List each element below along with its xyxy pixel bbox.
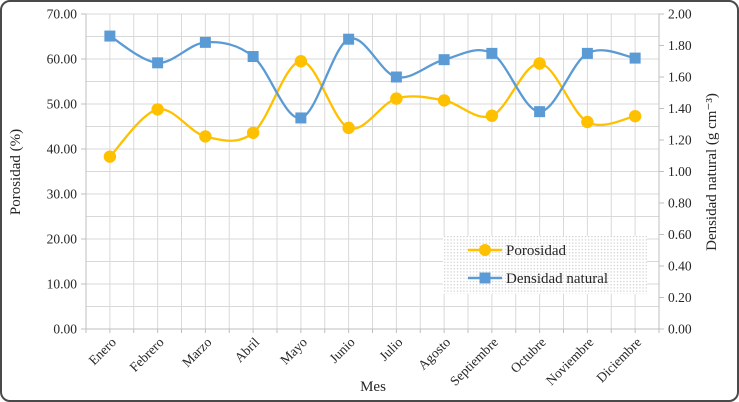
left-axis-title: Porosidad (%) xyxy=(8,129,24,215)
x-axis-category-label: Abril xyxy=(231,334,262,365)
data-point-circle xyxy=(246,126,260,139)
data-point-square xyxy=(390,71,402,83)
left-axis-tick-label: 20.00 xyxy=(47,232,78,247)
x-axis-title: Mes xyxy=(360,379,386,395)
left-axis-tick-label: 50.00 xyxy=(47,97,78,112)
data-point-square xyxy=(581,47,593,59)
data-point-square xyxy=(104,30,116,42)
x-axis-category-label: Enero xyxy=(86,334,120,368)
right-axis-tick-label: 1.00 xyxy=(668,164,692,179)
left-axis-tick-label: 60.00 xyxy=(47,52,78,67)
x-axis-category-label: Octubre xyxy=(507,335,548,376)
data-point-circle xyxy=(342,121,355,135)
series-layer xyxy=(103,30,642,163)
right-axis-tick-label: 0.40 xyxy=(668,259,692,274)
x-axis-category-label: Junio xyxy=(326,334,357,365)
data-point-circle xyxy=(390,92,403,105)
left-axis-tick-label: 70.00 xyxy=(47,7,78,22)
legend-marker-circle-icon xyxy=(479,244,491,256)
data-point-circle xyxy=(103,150,117,163)
data-point-circle xyxy=(581,115,594,129)
x-axis-category-label: Mayo xyxy=(277,334,310,367)
x-axis-category-label: Julio xyxy=(376,334,405,363)
data-point-square xyxy=(199,36,211,48)
x-axis-category-label: Diciembre xyxy=(593,335,644,386)
right-axis-tick-label: 0.20 xyxy=(668,290,692,305)
data-point-circle xyxy=(485,109,499,122)
axes xyxy=(81,13,664,333)
data-point-circle xyxy=(533,57,546,70)
right-axis-tick-label: 1.20 xyxy=(668,133,692,148)
x-axis-category-label: Septiembre xyxy=(447,335,501,389)
right-axis-tick-label: 1.80 xyxy=(668,38,692,53)
data-point-circle xyxy=(294,55,308,68)
x-axis-category-label: Febrero xyxy=(126,334,166,374)
right-axis-tick-label: 1.60 xyxy=(668,70,692,85)
data-point-square xyxy=(247,51,259,63)
right-axis-tick-label: 2.00 xyxy=(668,7,692,22)
data-point-circle xyxy=(199,130,212,143)
right-axis-tick-label: 0.60 xyxy=(668,227,692,242)
tick-labels: 0.00 10.00 20.00 30.00 40.00 50.00 60.00 70.00 0… xyxy=(47,7,692,389)
data-point-square xyxy=(343,33,355,45)
legend-background xyxy=(443,236,647,294)
legend-label-densidad: Densidad natural xyxy=(506,271,608,287)
data-point-circle xyxy=(437,94,451,107)
right-axis-tick-label: 1.40 xyxy=(668,101,692,116)
left-axis-tick-label: 40.00 xyxy=(47,142,78,157)
legend-item-densidad: Densidad natural xyxy=(468,271,608,287)
legend-marker-square-icon xyxy=(479,272,491,284)
data-point-circle xyxy=(151,103,164,116)
right-axis-title: Densidad natural (g cm⁻³) xyxy=(704,93,720,251)
right-axis-tick-label: 0.00 xyxy=(668,322,692,337)
right-axis-tick-label: 0.80 xyxy=(668,196,692,211)
data-point-square xyxy=(152,57,164,69)
legend: Porosidad Densidad natural xyxy=(443,236,647,294)
data-point-square xyxy=(629,52,641,64)
x-axis-category-label: Marzo xyxy=(179,334,215,370)
data-point-square xyxy=(486,47,498,59)
x-axis-category-label: Agosto xyxy=(415,334,453,372)
x-axis-category-label: Noviembre xyxy=(543,335,597,389)
legend-item-porosidad: Porosidad xyxy=(468,243,567,259)
left-axis-tick-label: 10.00 xyxy=(47,277,78,292)
left-axis-tick-label: 30.00 xyxy=(47,187,78,202)
data-point-square xyxy=(295,112,307,124)
data-point-square xyxy=(438,54,450,66)
legend-label-porosidad: Porosidad xyxy=(506,243,567,259)
data-point-square xyxy=(534,106,546,118)
left-axis-tick-label: 0.00 xyxy=(53,322,77,337)
data-point-circle xyxy=(628,109,642,123)
